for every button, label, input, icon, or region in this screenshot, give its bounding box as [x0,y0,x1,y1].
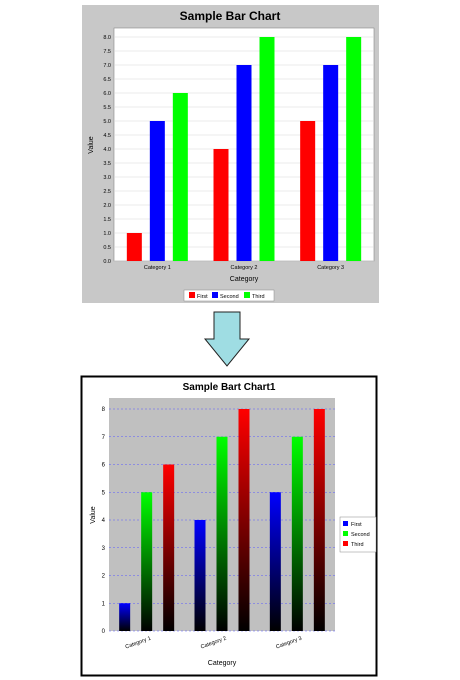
chart-1: Sample Bar Chart 0.0 0.5 1.0 1.5 2.0 2.5 3.0 3.… [82,5,379,303]
chart-2-bar [238,409,250,631]
chart-2-y-tick-label: 0 [102,629,106,635]
chart-1-y-tick-label: 5.5 [103,105,111,111]
chart-1-bar [126,233,142,261]
chart-1-y-tick-label: 5.0 [103,119,111,125]
chart-1-bar [172,93,188,261]
chart-1-y-tick-label: 6.0 [103,91,111,97]
chart-2-legend-swatch [343,541,348,546]
chart-2-legend-label: First [351,522,362,528]
chart-1-legend-swatch [189,292,195,298]
chart-1-y-tick-label: 1.0 [103,231,111,237]
chart-1-bar [300,121,316,261]
chart-2-y-tick-label: 5 [102,490,106,496]
chart-2-y-axis-label: Value [90,506,97,523]
chart-2-y-tick-label: 3 [102,546,106,552]
chart-1-y-tick-label: 3.5 [103,161,111,167]
chart-1-legend-label: Third [252,294,265,300]
chart-2-y-tick-label: 8 [102,407,106,413]
chart-2-bar [291,436,303,631]
chart-1-y-tick-label: 2.0 [103,203,111,209]
chart-2-bar [313,409,325,631]
down-arrow-icon [203,311,251,367]
chart-2-bar [119,603,131,631]
chart-2-x-axis-label: Category [208,660,237,667]
chart-2-bar [163,464,175,631]
chart-2-y-tick-label: 7 [102,435,106,441]
chart-2-y-tick-label: 1 [102,601,106,607]
chart-1-y-tick-label: 7.5 [103,49,111,55]
chart-1-y-tick-label: 4.5 [103,133,111,139]
chart-2-legend-swatch [343,531,348,536]
chart-1-x-tick-label: Category 3 [317,265,344,271]
chart-1-bar [236,65,252,261]
chart-1-y-tick-label: 1.5 [103,217,111,223]
chart-1-x-axis-label: Category [230,276,259,283]
chart-1-legend-swatch [244,292,250,298]
chart-2-bar [141,492,153,631]
chart-2-bar [194,520,206,631]
chart-2-y-tick-label: 4 [102,518,106,524]
chart-1-legend-box [183,289,275,302]
chart-2-bar [216,436,228,631]
chart-2-legend-label: Third [351,542,364,548]
chart-1-legend-swatch [212,292,218,298]
chart-1-legend-label: Second [220,294,239,300]
chart-1-legend-label: First [197,294,208,300]
chart-2-legend-swatch [343,521,348,526]
chart-1-y-tick-label: 6.5 [103,77,111,83]
chart-1-x-tick-label: Category 1 [144,265,171,271]
chart-2-y-tick-label: 2 [102,574,106,580]
chart-1-y-axis-label: Value [88,136,95,153]
chart-1-bar [149,121,165,261]
chart-1-y-tick-label: 0.0 [103,259,111,265]
chart-1-bar [259,37,275,261]
chart-2-bar [269,492,281,631]
chart-1-y-tick-label: 7.0 [103,63,111,69]
chart-1-x-tick-label: Category 2 [231,265,258,271]
chart-1-bar [346,37,362,261]
chart-2-legend-label: Second [351,532,370,538]
chart-1-bar [213,149,229,261]
chart-2-y-tick-label: 6 [102,463,106,469]
chart-1-y-tick-label: 4.0 [103,147,111,153]
chart-1-legend: First Second Third [183,289,275,302]
chart-1-title: Sample Bar Chart [180,9,281,23]
chart-1-bar [323,65,339,261]
chart-2-title: Sample Bart Chart1 [183,382,276,393]
chart-1-y-tick-label: 8.0 [103,35,111,41]
chart-1-y-tick-label: 2.5 [103,189,111,195]
chart-2-legend: First Second Third [339,516,377,553]
chart-1-y-tick-label: 3.0 [103,175,111,181]
chart-1-y-tick-label: 0.5 [103,245,111,251]
